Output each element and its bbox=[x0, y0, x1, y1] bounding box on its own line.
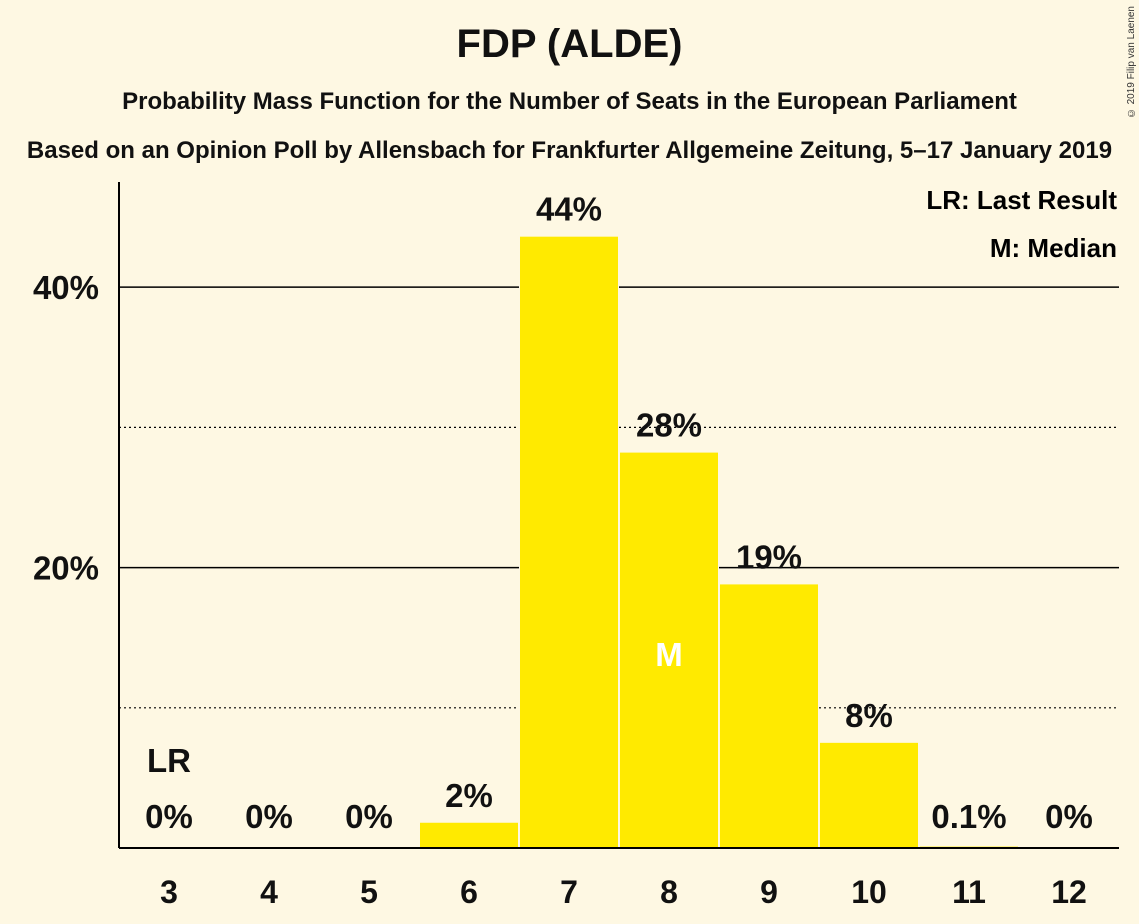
value-label-6: 2% bbox=[445, 777, 493, 814]
legend-median: M: Median bbox=[990, 233, 1117, 263]
bar-10 bbox=[820, 742, 918, 848]
tick-labels: 3 4 5 6 7 8 9 10 11 12 20% 40% bbox=[33, 269, 1087, 910]
bar-outline bbox=[919, 844, 1019, 848]
y-tick-label: 40% bbox=[33, 269, 99, 306]
value-label-9: 19% bbox=[736, 538, 802, 575]
bars bbox=[419, 234, 1019, 848]
x-tick-label-11: 11 bbox=[952, 874, 986, 910]
x-tick-label-5: 5 bbox=[360, 874, 378, 910]
x-tick-label-7: 7 bbox=[560, 874, 578, 910]
chart-subtitle: Probability Mass Function for the Number… bbox=[122, 88, 1017, 115]
y-tick-label: 20% bbox=[33, 550, 99, 587]
median-marker: M bbox=[655, 636, 683, 673]
legend-last-result: LR: Last Result bbox=[926, 185, 1117, 215]
bar-8 bbox=[620, 452, 718, 848]
bar-6 bbox=[420, 822, 518, 848]
x-tick-label-4: 4 bbox=[260, 874, 278, 910]
value-label-11: 0.1% bbox=[931, 798, 1006, 835]
value-labels: 0% LR 0% 0% 2% 44% 28% M 19% 8% 0.1% 0% bbox=[145, 191, 1093, 835]
value-label-4: 0% bbox=[245, 798, 293, 835]
last-result-marker: LR bbox=[147, 742, 191, 779]
x-tick-label-3: 3 bbox=[160, 874, 178, 910]
chart-title: FDP (ALDE) bbox=[456, 22, 683, 66]
x-tick-label-10: 10 bbox=[851, 874, 887, 910]
value-label-8: 28% bbox=[636, 407, 702, 444]
x-tick-label-12: 12 bbox=[1051, 874, 1087, 910]
bar-7 bbox=[520, 236, 618, 848]
x-tick-label-6: 6 bbox=[460, 874, 478, 910]
value-label-3: 0% bbox=[145, 798, 193, 835]
value-label-5: 0% bbox=[345, 798, 393, 835]
value-label-7: 44% bbox=[536, 191, 602, 228]
chart-subtitle-source: Based on an Opinion Poll by Allensbach f… bbox=[26, 137, 1113, 164]
value-label-12: 0% bbox=[1045, 798, 1093, 835]
bar-9 bbox=[720, 584, 818, 848]
x-tick-label-9: 9 bbox=[760, 874, 778, 910]
value-label-10: 8% bbox=[845, 697, 893, 734]
x-tick-label-8: 8 bbox=[660, 874, 678, 910]
